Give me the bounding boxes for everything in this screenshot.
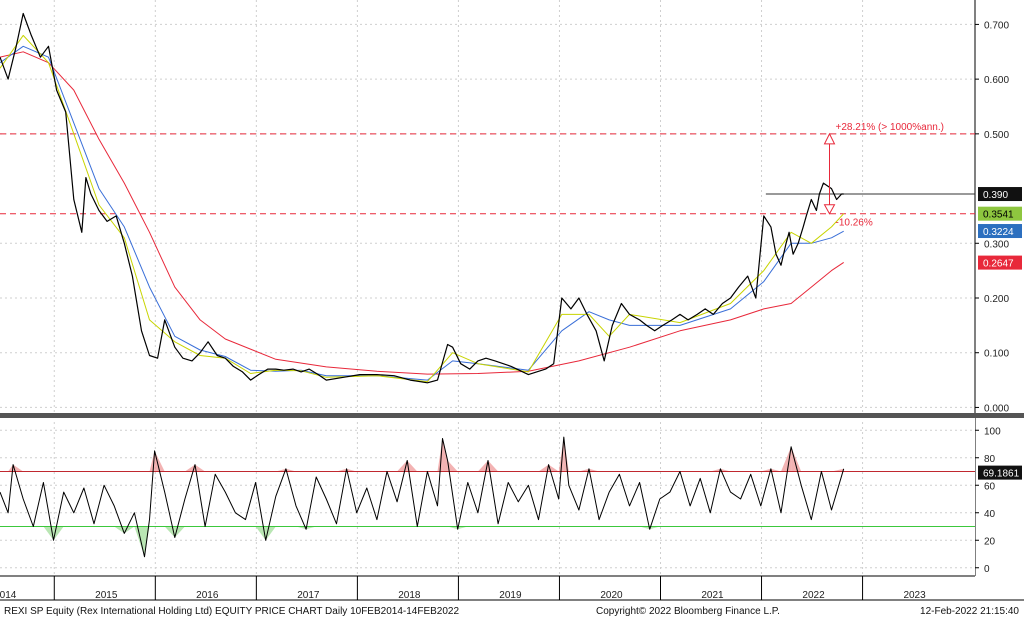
x-tick-label: 2015 <box>95 590 118 601</box>
price-tick-label: 0.200 <box>984 294 1009 305</box>
rsi-overbought-fill <box>447 460 458 472</box>
rsi-last-tag: 69.1861 <box>983 469 1020 480</box>
rsi-overbought-fill <box>285 468 297 472</box>
rsi-oversold-fill <box>457 526 468 530</box>
rsi-overbought-fill <box>720 468 731 472</box>
x-tick-label: 2014 <box>0 590 17 601</box>
rsi-overbought-fill <box>275 468 286 472</box>
rsi-overbought-fill <box>154 450 165 472</box>
rsi-oversold-fill <box>649 526 660 530</box>
rsi-oversold-fill <box>134 526 145 557</box>
footer: REXI SP Equity (Rex International Holdin… <box>4 606 1019 617</box>
rsi-overbought-fill <box>578 468 590 472</box>
footer-center: Copyright© 2022 Bloomberg Finance L.P. <box>596 606 780 617</box>
price-tick-label: 0.600 <box>984 75 1009 86</box>
x-tick-label: 2019 <box>499 590 522 601</box>
rsi-oversold-fill <box>255 526 266 541</box>
ma-slow-tag-bg <box>978 255 1022 270</box>
price-tick-label: 0.000 <box>984 403 1009 414</box>
rsi-oversold-fill <box>144 526 150 557</box>
price-tick-label: 0.500 <box>984 130 1009 141</box>
rsi-plot-area <box>0 418 975 576</box>
ma-mid-tag-bg <box>978 224 1022 239</box>
rsi-overbought-fill <box>407 460 418 472</box>
rsi-tick-label: 20 <box>984 536 996 547</box>
footer-right: 12-Feb-2022 21:15:40 <box>920 606 1019 617</box>
x-tick-label: 2017 <box>297 590 320 601</box>
rsi-tick-label: 80 <box>984 454 996 465</box>
rsi-oversold-fill <box>114 526 125 534</box>
rsi-oversold-fill <box>306 526 317 530</box>
rsi-overbought-fill <box>13 464 24 472</box>
rsi-overbought-fill <box>558 437 564 472</box>
rsi-last-tag-bg <box>978 465 1022 480</box>
price-line <box>0 12 844 384</box>
rsi-overbought-fill <box>831 468 844 472</box>
downside-annotation: -10.26% <box>836 218 873 229</box>
x-tick-label: 2022 <box>802 590 825 601</box>
panel-separator <box>0 413 1024 418</box>
rsi-oversold-fill <box>43 526 54 541</box>
x-tick-label: 2016 <box>196 590 219 601</box>
rsi-overbought-fill <box>791 446 802 472</box>
last-price-tag-bg <box>978 187 1022 202</box>
rsi-tick-label: 40 <box>984 509 996 520</box>
up-arrow-head <box>823 132 836 145</box>
price-tick-label: 0.300 <box>984 239 1009 250</box>
price-tick-label: 0.100 <box>984 349 1009 360</box>
rsi-overbought-fill <box>589 468 600 472</box>
down-arrow-head <box>823 204 836 215</box>
rsi-tick-label: 0 <box>984 564 990 575</box>
rsi-overbought-fill <box>442 438 448 472</box>
ma-fast-tag-bg <box>978 206 1022 221</box>
rsi-overbought-fill <box>710 468 721 472</box>
rsi-overbought-fill <box>548 464 559 472</box>
rsi-oversold-fill <box>447 526 458 530</box>
footer-left: REXI SP Equity (Rex International Holdin… <box>4 606 459 617</box>
rsi-overbought-fill <box>477 460 489 472</box>
rsi-line <box>0 436 845 558</box>
rsi-tick-label: 60 <box>984 481 996 492</box>
rsi-overbought-fill <box>397 460 408 472</box>
rsi-panel: 100 80 60 40 20 0 69.1861 <box>0 418 1022 576</box>
rsi-overbought-fill <box>336 468 347 472</box>
rsi-overbought-fill <box>195 464 206 472</box>
rsi-overbought-fill <box>437 438 443 472</box>
ma-slow-tag: 0.2647 <box>983 259 1014 270</box>
rsi-overbought-fill <box>346 468 357 472</box>
x-tick-label: 2023 <box>903 590 926 601</box>
rsi-overbought-fill <box>538 464 549 472</box>
x-tick-label: 2021 <box>701 590 724 601</box>
rsi-oversold-fill <box>639 526 650 530</box>
last-price-tag: 0.390 <box>983 190 1008 201</box>
rsi-tick-label: 100 <box>984 426 1001 437</box>
price-plot-area <box>0 0 975 414</box>
price-tick-label: 0.700 <box>984 20 1009 31</box>
rsi-overbought-fill <box>760 468 771 472</box>
price-panel: 0.700 0.600 0.500 0.300 0.200 0.100 0.000 +28.2… <box>0 0 1024 576</box>
upside-annotation: +28.21% (> 1000%ann.) <box>836 122 944 133</box>
rsi-overbought-fill <box>184 464 195 472</box>
ma-mid-tag: 0.3224 <box>983 227 1014 238</box>
ma-fast-tag: 0.3541 <box>983 210 1014 221</box>
rsi-oversold-fill <box>296 526 307 530</box>
x-axis: 2014 2015 2016 2017 2018 2019 2020 2021 2022 2023 <box>0 575 1024 601</box>
x-tick-label: 2020 <box>600 590 623 601</box>
ma-fast-line <box>0 34 845 383</box>
rsi-overbought-fill <box>770 468 782 472</box>
rsi-overbought-fill <box>488 460 499 472</box>
rsi-oversold-fill <box>164 526 175 538</box>
x-tick-label: 2018 <box>398 590 421 601</box>
ma-slow-line <box>0 51 844 375</box>
rsi-overbought-fill <box>8 464 14 472</box>
